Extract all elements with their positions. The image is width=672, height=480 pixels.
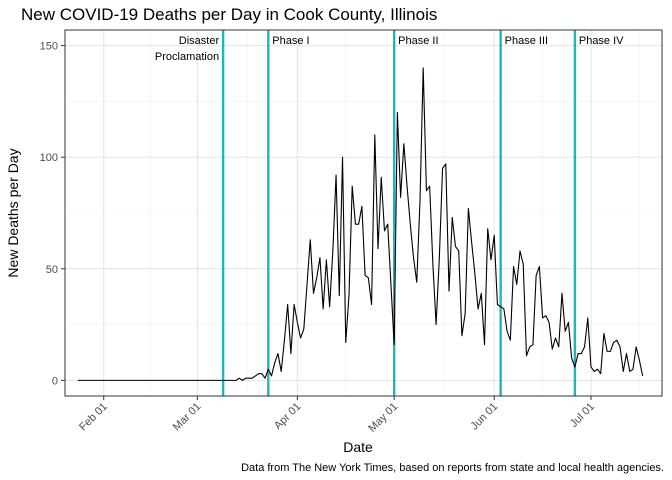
series-layer bbox=[77, 67, 644, 381]
phase-label: Phase III bbox=[505, 35, 548, 47]
x-tick-label: Mar 01 bbox=[171, 401, 204, 434]
x-tick-label: Feb 01 bbox=[77, 401, 110, 434]
plot-border bbox=[64, 29, 663, 397]
y-axis-label: New Deaths per Day bbox=[5, 148, 21, 277]
series-line bbox=[77, 67, 644, 381]
phase-label: Disaster bbox=[179, 35, 220, 47]
y-tick-label: 50 bbox=[46, 264, 58, 276]
x-axis-label: Date bbox=[343, 439, 373, 455]
phase-label: Phase IV bbox=[579, 35, 624, 47]
y-axis: 0 50 100 150 bbox=[40, 41, 65, 387]
x-axis: Feb 01 Mar 01 Apr 01 May 01 Jun 01 Jul 01 bbox=[77, 396, 597, 435]
phase-label: Phase II bbox=[398, 35, 438, 47]
x-tick-label: Apr 01 bbox=[272, 401, 303, 432]
x-tick-label: Jun 01 bbox=[468, 401, 500, 433]
x-tick-label: May 01 bbox=[366, 401, 400, 435]
chart-caption: Data from The New York Times, based on r… bbox=[241, 462, 664, 474]
y-tick-label: 150 bbox=[40, 41, 58, 53]
phase-lines: Disaster Proclamation Phase I Phase II Phase… bbox=[155, 30, 624, 396]
chart-title: New COVID-19 Deaths per Day in Cook Coun… bbox=[21, 5, 437, 24]
phase-label: Phase I bbox=[272, 35, 309, 47]
x-tick-label: Jul 01 bbox=[568, 401, 597, 430]
y-tick-label: 100 bbox=[40, 152, 58, 164]
phase-label: Proclamation bbox=[155, 51, 219, 63]
y-tick-label: 0 bbox=[52, 375, 58, 387]
